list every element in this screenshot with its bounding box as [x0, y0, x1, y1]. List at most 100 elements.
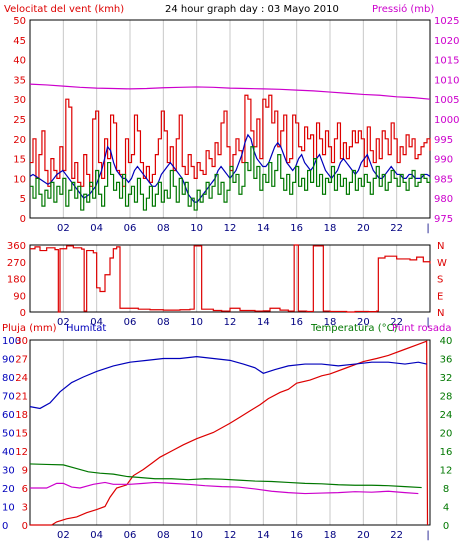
humidity-tick-label: 30 [2, 466, 15, 477]
x-tick-label: 22 [390, 223, 403, 234]
x-tick-label: 14 [257, 530, 270, 541]
wind-pressure-panel: 02 04 06 08 10 12 14 16 18 20 22 |05101520253035404… [13, 16, 459, 234]
dewpoint-series [30, 481, 419, 495]
wind-speed-tick-label: 15 [13, 155, 26, 166]
x-tick-label: 18 [324, 317, 337, 328]
compass-label: N [437, 308, 444, 319]
pressure-series [29, 83, 431, 100]
temperature-tick-label: 20 [440, 429, 453, 440]
x-tick-label: 18 [324, 223, 337, 234]
x-tick-label: 12 [224, 223, 237, 234]
x-tick-label: 14 [257, 317, 270, 328]
pressure-tick-label: 995 [434, 135, 453, 146]
x-tick-label: 22 [390, 317, 403, 328]
wind-speed-tick-label: 30 [13, 95, 26, 106]
wind-speed-tick-label: 40 [13, 56, 26, 67]
x-tick-mark: | [426, 530, 429, 541]
temperature-tick-label: 12 [440, 466, 453, 477]
rain-tick-label: 15 [15, 429, 28, 440]
wind-speed-axis-label: Velocitat del vent (kmh) [4, 4, 124, 15]
humidity-tick-label: 10 [2, 503, 15, 514]
rain-tick-label: 9 [22, 466, 28, 477]
pressure-tick-label: 985 [434, 174, 453, 185]
x-tick-label: 18 [324, 530, 337, 541]
rain-tick-label: 27 [15, 355, 28, 366]
temperature-tick-label: 24 [440, 410, 453, 421]
rain-tick-label: 18 [15, 410, 28, 421]
x-tick-label: 16 [290, 223, 303, 234]
pressure-tick-label: 990 [434, 155, 453, 166]
compass-label: N [437, 241, 444, 252]
x-tick-label: 08 [157, 317, 170, 328]
temperature-tick-label: 4 [443, 503, 449, 514]
x-tick-label: 12 [224, 530, 237, 541]
humidity-tick-label: 90 [2, 355, 15, 366]
rain-tick-label: 30 [15, 336, 28, 347]
x-tick-label: 22 [390, 530, 403, 541]
compass-label: E [437, 291, 443, 302]
pressure-axis-label: Pressió (mb) [372, 3, 434, 15]
x-tick-label: 08 [157, 223, 170, 234]
x-tick-label: 02 [57, 530, 70, 541]
temperature-tick-label: 8 [443, 484, 449, 495]
x-tick-label: 10 [190, 530, 203, 541]
humidity-tick-label: 20 [2, 484, 15, 495]
x-tick-label: 20 [357, 530, 370, 541]
x-tick-label: 06 [124, 223, 137, 234]
x-tick-label: 20 [357, 317, 370, 328]
humidity-tick-label: 60 [2, 410, 15, 421]
x-tick-label: 04 [90, 530, 103, 541]
chart-title: 24 hour graph day : 03 Mayo 2010 [165, 4, 339, 15]
rain-axis-label: Pluja (mm) [2, 323, 57, 334]
x-tick-label: 16 [290, 530, 303, 541]
rain-tick-label: 21 [15, 392, 28, 403]
x-tick-label: 12 [224, 317, 237, 328]
temperature-tick-label: 40 [440, 336, 453, 347]
pressure-tick-label: 1005 [434, 95, 459, 106]
temperature-series [29, 463, 422, 489]
rain-tick-label: 0 [22, 521, 28, 532]
temperature-tick-label: 0 [443, 521, 449, 532]
compass-label: S [437, 275, 443, 286]
x-tick-label: 02 [57, 223, 70, 234]
temperature-tick-label: 16 [440, 447, 453, 458]
rain-tick-label: 6 [22, 484, 28, 495]
x-tick-mark: | [426, 317, 429, 328]
wind-speed-tick-label: 25 [13, 115, 26, 126]
pressure-tick-label: 1000 [434, 115, 459, 126]
temperature-tick-label: 28 [440, 392, 453, 403]
humidity-tick-label: 50 [2, 429, 15, 440]
wind-speed-tick-label: 20 [13, 135, 26, 146]
wind-speed-tick-label: 10 [13, 174, 26, 185]
pressure-tick-label: 1025 [434, 16, 459, 27]
wind-speed-tick-label: 5 [20, 194, 26, 205]
direction-tick-label: 0 [20, 308, 26, 319]
panel-frame [29, 244, 431, 313]
wind-speed-tick-label: 50 [13, 16, 26, 27]
pressure-tick-label: 980 [434, 194, 453, 205]
rain-tick-label: 12 [15, 447, 28, 458]
humidity-tick-label: 0 [2, 521, 8, 532]
wind-series [30, 146, 431, 211]
x-tick-label: 10 [190, 223, 203, 234]
x-tick-label: 06 [124, 317, 137, 328]
wind-speed-tick-label: 0 [20, 214, 26, 225]
humidity-series [29, 356, 427, 410]
panel-frame [29, 339, 431, 526]
x-tick-label: 04 [90, 223, 103, 234]
x-tick-label: 10 [190, 317, 203, 328]
direction-series [30, 244, 431, 313]
temperature-tick-label: 36 [440, 355, 453, 366]
x-tick-label: 06 [124, 530, 137, 541]
x-tick-mark: | [426, 223, 429, 234]
x-tick-label: 20 [357, 223, 370, 234]
x-tick-label: 02 [57, 317, 70, 328]
wind-speed-tick-label: 35 [13, 75, 26, 86]
humidity-axis-label: Humitat [66, 323, 106, 334]
direction-tick-label: 270 [7, 258, 26, 269]
pressure-tick-label: 1020 [434, 36, 459, 47]
panel-headers: Velocitat del vent (kmh) 24 hour graph d… [2, 3, 451, 334]
pressure-tick-label: 975 [434, 214, 453, 225]
rain-series [30, 340, 429, 526]
